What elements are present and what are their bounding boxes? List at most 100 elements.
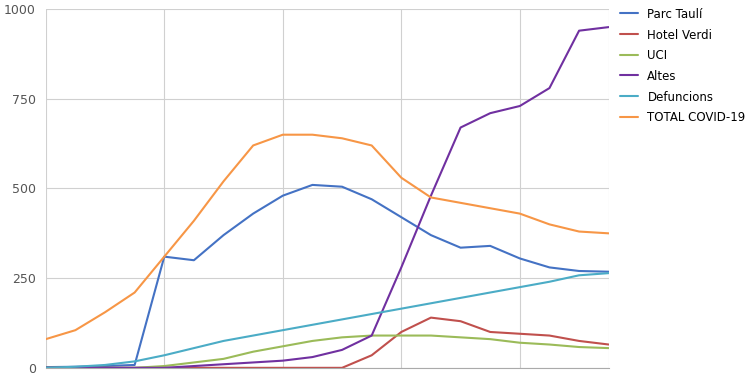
Altes: [486, 111, 495, 116]
Parc Taulí: [456, 245, 465, 250]
Hotel Verdi: [427, 315, 436, 320]
Defuncions: [160, 353, 169, 358]
Parc Taulí: [338, 184, 346, 189]
Hotel Verdi: [71, 366, 80, 370]
Defuncions: [308, 323, 317, 327]
Altes: [219, 362, 228, 367]
UCI: [190, 360, 199, 365]
Altes: [515, 104, 524, 108]
Defuncions: [130, 359, 140, 364]
UCI: [427, 333, 436, 338]
TOTAL COVID-19: [397, 176, 406, 180]
Defuncions: [71, 364, 80, 369]
Hotel Verdi: [308, 366, 317, 370]
Parc Taulí: [368, 197, 376, 201]
UCI: [486, 337, 495, 341]
UCI: [130, 366, 140, 370]
Line: Parc Taulí: Parc Taulí: [46, 185, 609, 367]
Parc Taulí: [574, 269, 584, 273]
Defuncions: [604, 271, 613, 276]
Hotel Verdi: [574, 339, 584, 343]
TOTAL COVID-19: [41, 337, 50, 341]
Altes: [100, 366, 109, 370]
Defuncions: [41, 366, 50, 370]
Defuncions: [338, 317, 346, 322]
UCI: [160, 364, 169, 368]
Parc Taulí: [190, 258, 199, 263]
Hotel Verdi: [190, 366, 199, 370]
UCI: [368, 333, 376, 338]
Parc Taulí: [545, 265, 554, 270]
UCI: [338, 335, 346, 340]
Hotel Verdi: [545, 333, 554, 338]
Line: TOTAL COVID-19: TOTAL COVID-19: [46, 135, 609, 339]
Line: Hotel Verdi: Hotel Verdi: [46, 318, 609, 368]
TOTAL COVID-19: [545, 222, 554, 226]
Parc Taulí: [160, 254, 169, 259]
TOTAL COVID-19: [190, 218, 199, 223]
Hotel Verdi: [515, 331, 524, 336]
TOTAL COVID-19: [456, 201, 465, 205]
Hotel Verdi: [486, 330, 495, 334]
Defuncions: [456, 296, 465, 300]
Defuncions: [249, 333, 258, 338]
Altes: [574, 28, 584, 33]
TOTAL COVID-19: [427, 195, 436, 200]
UCI: [545, 342, 554, 347]
Altes: [456, 125, 465, 130]
Parc Taulí: [100, 364, 109, 368]
Altes: [278, 358, 287, 363]
UCI: [278, 344, 287, 348]
Hotel Verdi: [456, 319, 465, 323]
Parc Taulí: [278, 193, 287, 198]
Parc Taulí: [515, 256, 524, 261]
Hotel Verdi: [41, 366, 50, 370]
Altes: [604, 25, 613, 29]
Parc Taulí: [427, 233, 436, 238]
Altes: [160, 366, 169, 370]
TOTAL COVID-19: [278, 132, 287, 137]
Line: Altes: Altes: [46, 27, 609, 368]
Parc Taulí: [249, 211, 258, 216]
Defuncions: [100, 363, 109, 367]
Parc Taulí: [308, 183, 317, 187]
Parc Taulí: [604, 269, 613, 274]
UCI: [219, 356, 228, 361]
Line: Defuncions: Defuncions: [46, 273, 609, 368]
Defuncions: [515, 285, 524, 290]
Parc Taulí: [41, 365, 50, 369]
TOTAL COVID-19: [338, 136, 346, 141]
Defuncions: [545, 279, 554, 284]
Altes: [71, 366, 80, 370]
Altes: [130, 366, 140, 370]
UCI: [574, 345, 584, 349]
Hotel Verdi: [249, 366, 258, 370]
TOTAL COVID-19: [368, 143, 376, 148]
Parc Taulí: [486, 244, 495, 248]
Altes: [368, 333, 376, 338]
Legend: Parc Taulí, Hotel Verdi, UCI, Altes, Defuncions, TOTAL COVID-19: Parc Taulí, Hotel Verdi, UCI, Altes, Def…: [620, 8, 746, 124]
Parc Taulí: [71, 364, 80, 369]
Defuncions: [574, 273, 584, 277]
TOTAL COVID-19: [515, 211, 524, 216]
UCI: [397, 333, 406, 338]
TOTAL COVID-19: [249, 143, 258, 148]
Hotel Verdi: [130, 366, 140, 370]
Defuncions: [190, 346, 199, 350]
UCI: [249, 350, 258, 354]
Defuncions: [368, 312, 376, 316]
Hotel Verdi: [397, 330, 406, 334]
Altes: [190, 364, 199, 368]
Hotel Verdi: [160, 366, 169, 370]
Defuncions: [427, 301, 436, 306]
UCI: [100, 366, 109, 370]
Altes: [545, 86, 554, 90]
Hotel Verdi: [278, 366, 287, 370]
TOTAL COVID-19: [308, 132, 317, 137]
Altes: [41, 366, 50, 370]
Defuncions: [486, 290, 495, 295]
Hotel Verdi: [368, 353, 376, 358]
TOTAL COVID-19: [604, 231, 613, 236]
TOTAL COVID-19: [100, 310, 109, 315]
Altes: [308, 355, 317, 359]
